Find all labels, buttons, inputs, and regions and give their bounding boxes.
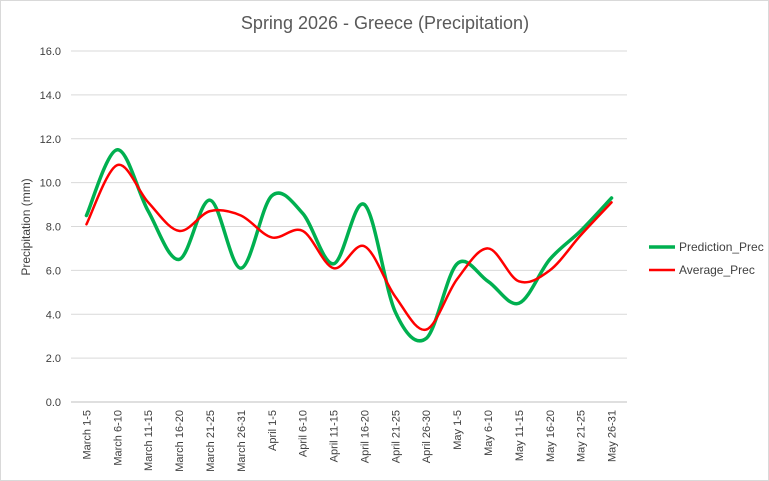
legend-label: Average_Prec [679, 263, 755, 277]
y-tick-label: 10.0 [40, 178, 61, 190]
x-tick-label: May 21-25 [576, 410, 588, 462]
x-tick-label: May 1-5 [452, 410, 464, 450]
chart-title: Spring 2026 - Greece (Precipitation) [241, 13, 529, 33]
y-axis-ticks: 0.0 2.0 4.0 6.0 8.0 10.0 12.0 14.0 16.0 [40, 46, 61, 409]
legend: Prediction_Prec Average_Prec [649, 240, 764, 277]
x-tick-label: April 16-20 [359, 410, 371, 463]
legend-label: Prediction_Prec [679, 240, 764, 254]
y-tick-label: 0.0 [46, 397, 61, 409]
series-lines [84, 147, 614, 343]
x-tick-label: April 1-5 [267, 410, 279, 451]
y-tick-label: 8.0 [46, 222, 61, 234]
x-tick-label: May 6-10 [483, 410, 495, 456]
y-tick-label: 4.0 [46, 309, 61, 321]
x-tick-label: March 26-31 [236, 410, 248, 472]
x-tick-label: March 1-5 [81, 410, 93, 460]
y-tick-label: 6.0 [46, 265, 61, 277]
x-tick-label: April 6-10 [298, 410, 310, 457]
y-tick-label: 14.0 [40, 90, 61, 102]
x-tick-label: May 26-31 [607, 410, 619, 462]
x-tick-label: April 26-30 [421, 410, 433, 463]
x-tick-label: April 21-25 [390, 410, 402, 463]
y-axis-title: Precipitation (mm) [19, 178, 33, 275]
x-axis-ticks: March 1-5 March 6-10 March 11-15 March 16-2… [81, 410, 618, 472]
series-line-average-prec [85, 163, 613, 331]
x-tick-label: April 11-15 [329, 410, 341, 462]
series-line-prediction-prec [84, 147, 614, 343]
x-tick-label: May 16-20 [545, 410, 557, 462]
x-tick-label: March 6-10 [112, 410, 124, 466]
y-tick-label: 2.0 [46, 353, 61, 365]
x-tick-label: May 11-15 [514, 410, 526, 461]
x-tick-label: March 11-15 [143, 410, 155, 471]
y-tick-label: 16.0 [40, 46, 61, 58]
x-tick-label: March 16-20 [174, 410, 186, 472]
x-tick-label: March 21-25 [205, 410, 217, 472]
y-tick-label: 12.0 [40, 134, 61, 146]
